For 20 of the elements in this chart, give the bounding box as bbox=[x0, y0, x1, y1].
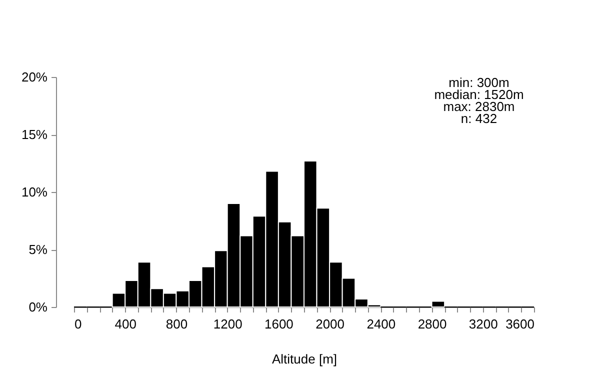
y-tick-label: 15% bbox=[21, 127, 48, 142]
y-tick-label: 0% bbox=[28, 300, 48, 314]
x-tick-label: 800 bbox=[166, 316, 188, 332]
x-axis-title: Altitude [m] bbox=[272, 352, 338, 366]
x-tick-label: 1600 bbox=[264, 316, 294, 332]
x-tick-label: 3200 bbox=[468, 316, 498, 332]
x-tick-label: 400 bbox=[114, 316, 136, 332]
x-tick-label: 2000 bbox=[316, 316, 345, 332]
x-tick-label: 1200 bbox=[213, 316, 242, 332]
annotation: min: 300m bbox=[448, 75, 510, 90]
x-tick-label: 2400 bbox=[366, 316, 396, 332]
annotation: max: 2830m bbox=[443, 99, 515, 114]
x-tick-label: 3600 bbox=[506, 316, 534, 332]
x-tick-label: 0 bbox=[74, 316, 82, 332]
y-tick-label: 5% bbox=[28, 242, 48, 257]
y-tick-label: 10% bbox=[21, 184, 48, 200]
x-tick-label: 2800 bbox=[418, 316, 447, 332]
annotation: median: 1520m bbox=[434, 87, 524, 102]
y-tick-label: 20% bbox=[21, 70, 48, 84]
annotation: n: 432 bbox=[460, 111, 498, 126]
